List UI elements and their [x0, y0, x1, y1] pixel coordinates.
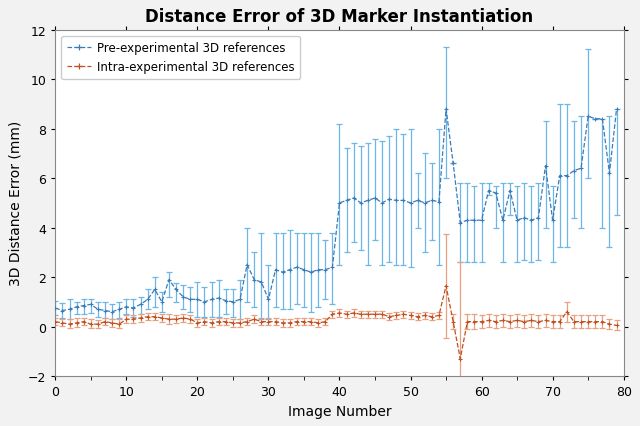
Intra-experimental 3D references — [435, 313, 443, 318]
Intra-experimental 3D references — [414, 314, 422, 320]
Y-axis label: 3D Distance Error (mm): 3D Distance Error (mm) — [8, 121, 22, 286]
Pre-experimental 3D references — [421, 201, 429, 206]
Pre-experimental 3D references — [449, 161, 457, 167]
Pre-experimental 3D references — [392, 199, 400, 204]
Pre-experimental 3D references — [108, 309, 116, 314]
Intra-experimental 3D references — [51, 320, 59, 325]
Line: Pre-experimental 3D references: Pre-experimental 3D references — [53, 107, 619, 314]
Pre-experimental 3D references — [399, 199, 407, 204]
Pre-experimental 3D references — [51, 306, 59, 311]
Intra-experimental 3D references — [456, 357, 464, 362]
Title: Distance Error of 3D Marker Instantiation: Distance Error of 3D Marker Instantiatio… — [145, 9, 534, 26]
Intra-experimental 3D references — [612, 323, 620, 328]
Intra-experimental 3D references — [442, 284, 450, 289]
X-axis label: Image Number: Image Number — [287, 404, 391, 417]
Pre-experimental 3D references — [442, 107, 450, 112]
Pre-experimental 3D references — [612, 107, 620, 112]
Legend: Pre-experimental 3D references, Intra-experimental 3D references: Pre-experimental 3D references, Intra-ex… — [61, 37, 300, 80]
Pre-experimental 3D references — [307, 270, 315, 275]
Intra-experimental 3D references — [300, 320, 308, 325]
Pre-experimental 3D references — [563, 174, 571, 179]
Intra-experimental 3D references — [385, 314, 393, 320]
Line: Intra-experimental 3D references: Intra-experimental 3D references — [53, 284, 619, 361]
Intra-experimental 3D references — [392, 313, 400, 318]
Intra-experimental 3D references — [563, 309, 571, 314]
